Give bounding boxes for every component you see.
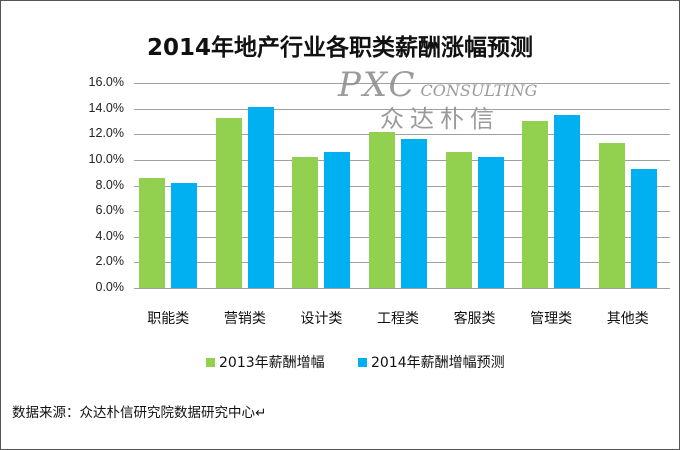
bar-2014 <box>171 182 198 288</box>
x-category-label: 工程类 <box>377 311 419 327</box>
y-tick-label: 6.0% <box>95 203 125 218</box>
legend-label: 2013年薪酬增幅 <box>219 355 325 371</box>
chart-title: 2014年地产行业各职类薪酬涨幅预测 <box>146 35 533 61</box>
watermark-consulting: CONSULTING <box>420 81 538 100</box>
bar-2014 <box>401 139 427 288</box>
bar-2014 <box>247 107 274 288</box>
y-tick-label: 0.0% <box>95 280 125 294</box>
y-tick-label: 16.0% <box>88 75 124 89</box>
gridline <box>134 83 670 84</box>
watermark-logo: PXC CONSULTING 众达朴信 <box>338 65 538 133</box>
bar-2013 <box>369 131 395 288</box>
y-tick-label: 4.0% <box>95 228 125 243</box>
y-tick-label: 14.0% <box>88 100 124 115</box>
x-category-label: 设计类 <box>300 311 343 327</box>
x-category-label: 管理类 <box>530 311 573 327</box>
legend-item-2014: 2014年薪酬增幅预测 <box>358 352 505 372</box>
bar-2013 <box>292 157 319 288</box>
bar-2013 <box>139 177 166 288</box>
gridline <box>134 288 670 289</box>
legend-label: 2014年薪酬增幅预测 <box>371 355 505 371</box>
bar-2014 <box>477 157 504 288</box>
x-category-label: 职能类 <box>147 311 190 327</box>
y-tick-label: 10.0% <box>88 151 124 166</box>
y-tick-label: 2.0% <box>95 254 125 269</box>
bar-2013 <box>215 117 242 288</box>
x-category-label: 客服类 <box>453 311 496 327</box>
watermark-chinese: 众达朴信 <box>380 105 500 133</box>
bar-2014 <box>630 168 657 288</box>
x-category-label: 其他类 <box>606 311 649 327</box>
legend-swatch-green-icon <box>206 357 215 367</box>
data-source-note: 数据来源：众达朴信研究院数据研究中心↵ <box>12 405 267 421</box>
bar-2013 <box>522 121 549 288</box>
gridline <box>134 108 670 110</box>
gridline <box>134 134 670 136</box>
watermark-pxc: PXC <box>338 65 417 105</box>
legend-swatch-blue-icon <box>358 357 367 367</box>
plot-area <box>134 83 670 289</box>
legend-item-2013: 2013年薪酬增幅 <box>206 352 325 372</box>
y-tick-label: 12.0% <box>88 126 124 141</box>
bar-2013 <box>598 143 625 288</box>
x-category-label: 营销类 <box>223 311 266 327</box>
bar-2014 <box>554 115 581 288</box>
bar-2014 <box>324 152 351 288</box>
bar-2013 <box>445 152 472 288</box>
y-tick-label: 8.0% <box>95 177 125 192</box>
